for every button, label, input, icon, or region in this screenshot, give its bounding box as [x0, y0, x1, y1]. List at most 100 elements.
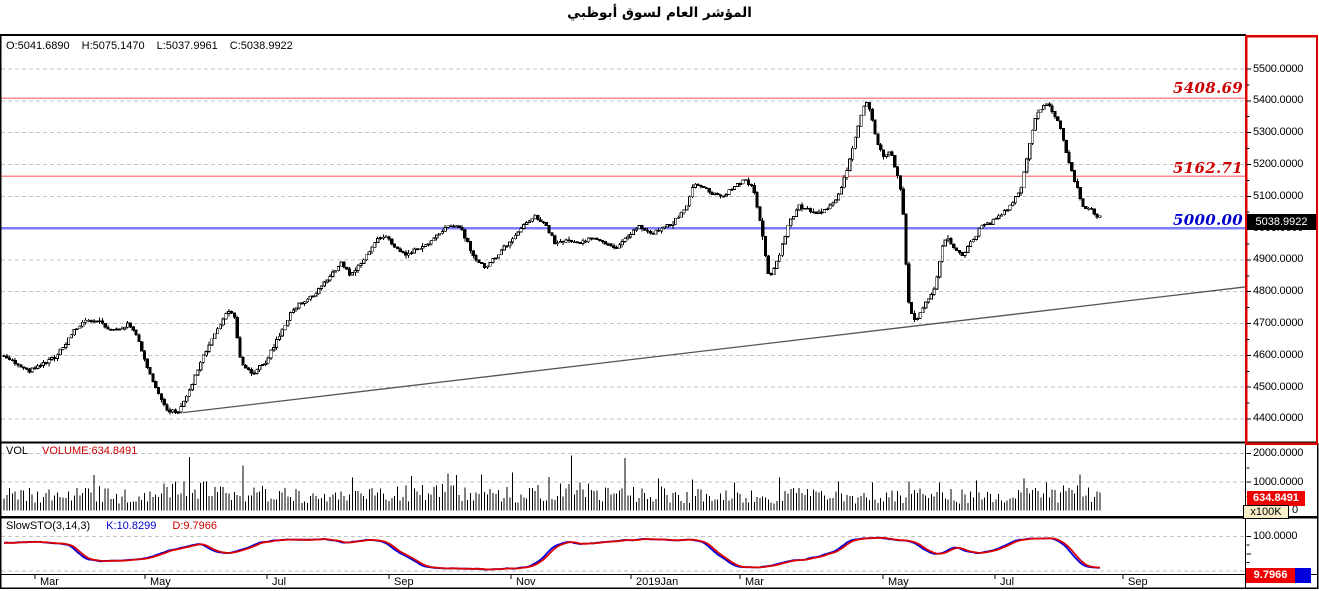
price-axis-label: 4700.0000	[1253, 317, 1304, 330]
candle-body	[561, 240, 565, 243]
candle-body	[319, 285, 324, 289]
candle-body	[1095, 213, 1099, 218]
candle-body	[258, 365, 262, 371]
candle-body	[533, 214, 537, 220]
price-axis-label: 4900.0000	[1253, 253, 1304, 266]
candle-body	[744, 179, 748, 182]
candle-body	[117, 328, 121, 331]
x-axis-label: May	[888, 576, 909, 588]
candle-body	[595, 237, 599, 240]
candle-body	[305, 298, 310, 303]
candle-body	[867, 102, 872, 110]
candle-body	[879, 144, 883, 151]
low-value: L:5037.9961	[156, 40, 218, 52]
candle-body	[272, 347, 276, 351]
volume-value: VOLUME:634.8491	[42, 445, 138, 457]
candle-body	[702, 186, 706, 189]
candle-body	[733, 186, 737, 190]
price-axis-label: 5100.0000	[1253, 189, 1304, 202]
candle-body	[229, 311, 234, 314]
candle-body	[699, 184, 703, 187]
candle-body	[1089, 207, 1094, 210]
candle-body	[769, 273, 773, 276]
candle-body	[643, 228, 647, 231]
candle-body	[763, 235, 768, 257]
candle-body	[69, 334, 73, 339]
candle-body	[260, 363, 265, 366]
support-level-label: 5000.00	[1173, 211, 1243, 229]
candle-body	[331, 271, 335, 277]
candle-body	[22, 366, 26, 369]
candle-body	[977, 228, 981, 237]
candle-body	[437, 232, 442, 236]
candle-body	[516, 231, 520, 236]
x-axis-label: 2019Jan	[636, 576, 679, 588]
candle-body	[651, 232, 655, 235]
candle-body	[480, 262, 484, 264]
candle-body	[522, 224, 526, 230]
stochastic-d-value: D:9.7966	[172, 520, 217, 532]
price-axis-label: 5200.0000	[1253, 157, 1304, 170]
candle-body	[921, 307, 925, 314]
candle-body	[1073, 170, 1077, 182]
candle-body	[612, 245, 616, 248]
candle-body	[730, 188, 734, 191]
candle-body	[674, 217, 678, 225]
candle-body	[792, 215, 796, 220]
candle-body	[235, 316, 239, 339]
candle-body	[182, 400, 186, 407]
candle-body	[806, 207, 810, 210]
candle-body	[471, 250, 475, 256]
candle-body	[83, 319, 88, 323]
resistance-level-label: 5162.71	[1173, 159, 1243, 177]
candle-body	[148, 366, 152, 375]
candle-body	[283, 324, 287, 331]
candle-body	[36, 365, 40, 369]
candle-body	[530, 218, 534, 222]
candle-body	[935, 276, 939, 290]
candle-body	[221, 318, 225, 326]
candle-body	[668, 224, 672, 227]
candle-body	[443, 227, 447, 232]
candle-body	[789, 218, 793, 226]
candle-body	[415, 248, 419, 251]
candle-body	[297, 302, 301, 309]
candle-body	[100, 320, 104, 324]
candle-body	[831, 202, 835, 206]
candle-body	[103, 322, 107, 328]
candle-body	[1050, 105, 1054, 112]
candle-body	[126, 322, 130, 328]
candle-body	[592, 237, 596, 240]
candle-body	[176, 411, 180, 414]
candle-body	[131, 326, 135, 331]
candle-body	[949, 237, 953, 245]
stochastic-d-line	[4, 536, 1100, 571]
candle-body	[336, 265, 341, 272]
candle-body	[508, 241, 512, 247]
price-axis-label: 4800.0000	[1253, 285, 1304, 298]
candle-body	[685, 205, 689, 211]
candle-body	[482, 262, 487, 268]
price-axis-label: 4600.0000	[1253, 348, 1304, 361]
candle-body	[837, 193, 841, 201]
candle-body	[173, 409, 177, 413]
candle-body	[373, 242, 377, 248]
candle-body	[494, 257, 498, 260]
candle-body	[859, 114, 863, 127]
candle-body	[266, 357, 270, 364]
candle-body	[693, 183, 697, 188]
candle-body	[2, 355, 6, 358]
candle-body	[187, 389, 192, 397]
candle-body	[170, 409, 175, 413]
candle-body	[915, 318, 919, 321]
candle-body	[1014, 196, 1018, 204]
candle-body	[398, 248, 402, 252]
candle-body	[1075, 180, 1079, 188]
candle-body	[190, 384, 194, 391]
candle-body	[404, 252, 408, 256]
candle-body	[159, 393, 163, 400]
candle-body	[451, 225, 456, 228]
candle-body	[884, 153, 888, 158]
